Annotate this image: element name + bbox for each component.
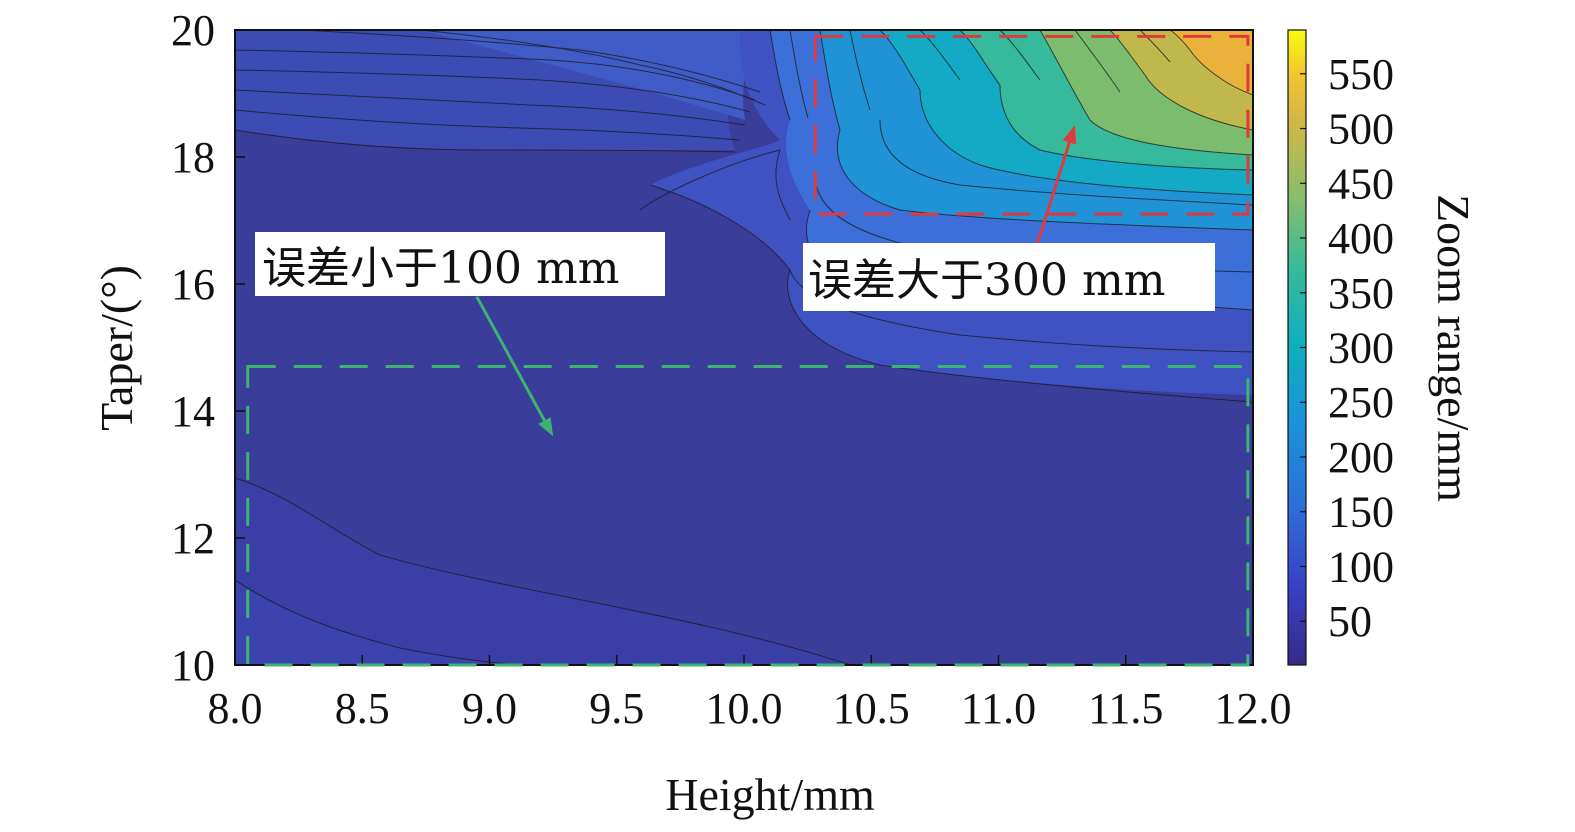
colorbar-title: Zoom range/mm (1428, 194, 1479, 502)
contour-band-upper-mid (420, 30, 760, 120)
colorbar-tick-label: 150 (1328, 488, 1394, 537)
annotation-arrow-error-small (475, 295, 554, 437)
x-tick-label: 11.5 (1088, 684, 1163, 733)
annotation-arrow-error-large (1035, 125, 1077, 247)
y-tick-label: 14 (171, 387, 215, 436)
x-tick-label: 8.0 (208, 684, 263, 733)
y-axis-title: Taper/(°) (91, 265, 142, 431)
annotation-label-error-small: 误差小于100 mm (262, 243, 619, 294)
annotation-box-error-large (813, 34, 1250, 216)
colorbar-tick-label: 400 (1328, 214, 1394, 263)
colorbar-tick-label: 450 (1328, 159, 1394, 208)
x-tick-label: 11.0 (961, 684, 1036, 733)
y-axis-ticks: 10 12 14 16 18 20 (171, 6, 245, 690)
colorbar-tick-label: 500 (1328, 105, 1394, 154)
x-tick-label: 8.5 (335, 684, 390, 733)
y-tick-label: 20 (171, 6, 215, 55)
y-tick-label: 18 (171, 133, 215, 182)
annotation-label-bg-error-small (255, 232, 665, 296)
y-tick-label: 10 (171, 641, 215, 690)
colorbar-tick-label: 550 (1328, 50, 1394, 99)
colorbar-tick-label: 350 (1328, 269, 1394, 318)
x-tick-label: 9.0 (462, 684, 517, 733)
x-tick-label: 9.5 (589, 684, 644, 733)
x-tick-label: 10.5 (833, 684, 910, 733)
colorbar-tick-label: 250 (1328, 378, 1394, 427)
y-tick-label: 16 (171, 260, 215, 309)
x-tick-label: 12.0 (1215, 684, 1292, 733)
contour-field (235, 30, 1253, 665)
colorbar-tick-label: 200 (1328, 433, 1394, 482)
annotation-box-error-small (246, 365, 1250, 667)
x-axis-ticks: 8.0 8.5 9.0 9.5 10.0 10.5 11.0 11.5 12.0 (208, 655, 1292, 733)
annotation-label-error-large: 误差大于300 mm (808, 255, 1165, 306)
colorbar-tick-label: 50 (1328, 597, 1372, 646)
contour-band-right-8 (1170, 30, 1253, 95)
y-tick-label: 12 (171, 514, 215, 563)
colorbar-tick-label: 300 (1328, 324, 1394, 373)
contour-band-lower-1 (235, 478, 850, 665)
x-tick-label: 10.0 (706, 684, 783, 733)
contour-band-lower-2 (235, 580, 520, 665)
x-axis-title: Height/mm (665, 769, 875, 820)
colorbar-ticks: 50 100 150 200 250 300 350 400 450 500 550 (1300, 50, 1394, 646)
colorbar-tick-label: 100 (1328, 542, 1394, 591)
annotation-label-bg-error-large (803, 243, 1215, 311)
